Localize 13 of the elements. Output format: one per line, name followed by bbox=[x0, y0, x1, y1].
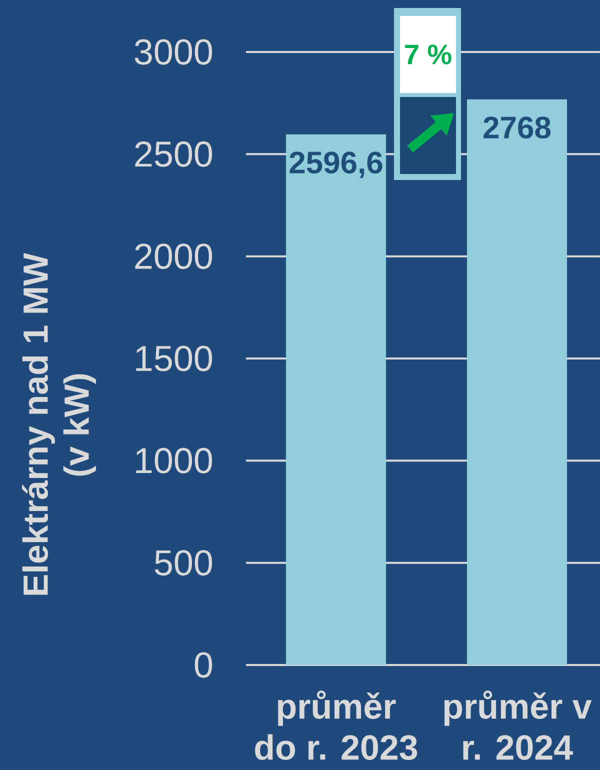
x-tick-label: průměr do r. 2023 bbox=[255, 690, 418, 760]
y-tick-label: 0 bbox=[194, 652, 212, 678]
annotation: 7 % bbox=[405, 44, 452, 64]
y-tick-label: 1000 bbox=[136, 448, 212, 474]
data-label: 2596,6 bbox=[290, 152, 382, 178]
y-tick-label: 2000 bbox=[135, 244, 212, 270]
y-tick-label: 500 bbox=[154, 550, 212, 576]
x-tick-label: průměr v r. 2024 bbox=[444, 690, 592, 760]
y-tick-label: 1500 bbox=[136, 346, 212, 372]
data-label: 2768 bbox=[484, 116, 551, 139]
y-tick-label: 2500 bbox=[135, 141, 212, 167]
y-tick-label: 3000 bbox=[134, 39, 212, 65]
y-axis-title: Elektrárny nad 1 MW (v kW) bbox=[22, 252, 96, 595]
